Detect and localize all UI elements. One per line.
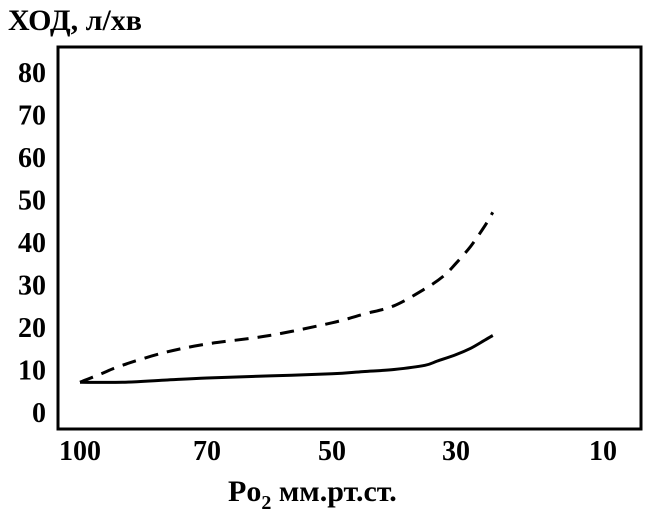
y-axis-title: ХОД, л/хв (8, 4, 142, 37)
y-tick-label: 0 (32, 398, 46, 429)
series-line-dashed (79, 211, 495, 384)
y-tick-labels: 0 10 20 30 40 50 60 70 80 (18, 58, 46, 429)
y-tick-label: 40 (18, 228, 46, 259)
y-tick-label: 20 (18, 313, 46, 344)
y-tick-label: 10 (18, 356, 46, 387)
x-tick-label: 30 (442, 436, 470, 467)
x-tick-label: 70 (193, 436, 221, 467)
y-tick-label: 80 (18, 58, 46, 89)
x-axis-title-units: мм.рт.ст. (271, 475, 396, 508)
x-tick-label: 10 (589, 436, 617, 467)
series-layer (79, 211, 495, 384)
y-tick-label: 70 (18, 101, 46, 132)
x-tick-label: 50 (318, 436, 346, 467)
x-axis-title-subscript: 2 (261, 492, 271, 513)
y-tick-label: 60 (18, 143, 46, 174)
plot-frame (56, 45, 643, 431)
x-axis-title-main: Po (228, 475, 261, 508)
x-tick-labels: 100 70 50 30 10 (59, 436, 617, 467)
y-tick-label: 50 (18, 186, 46, 217)
series-line-solid (79, 334, 494, 384)
x-tick-label: 100 (59, 436, 101, 467)
y-tick-label: 30 (18, 271, 46, 302)
x-axis-title: Po2 мм.рт.ст. (228, 475, 397, 513)
